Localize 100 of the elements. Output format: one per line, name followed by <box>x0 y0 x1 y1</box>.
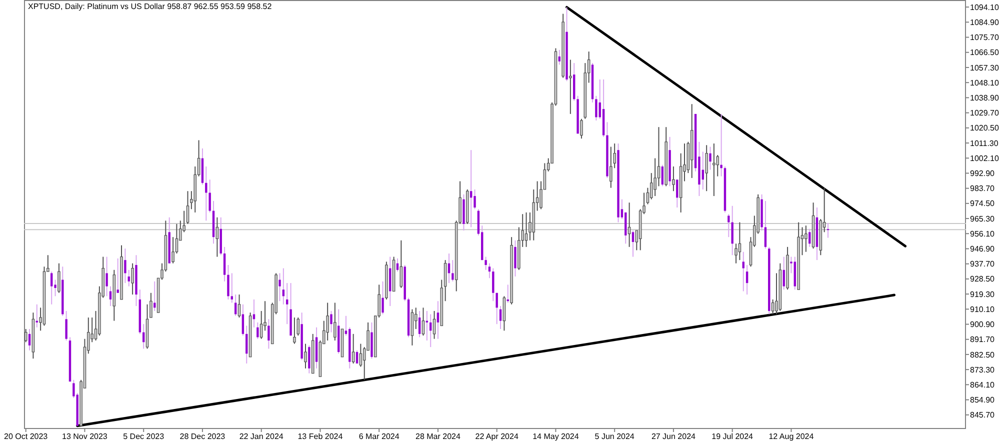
candlestick <box>326 302 329 342</box>
candlestick <box>268 318 270 350</box>
candlestick <box>50 271 53 305</box>
candlestick <box>657 126 660 187</box>
candlestick <box>632 230 634 258</box>
y-tick-label: 864.10 <box>970 380 996 390</box>
candlestick <box>282 268 285 305</box>
x-tick-label: 28 Mar 2024 <box>416 432 461 441</box>
candlestick <box>356 350 358 364</box>
candlestick <box>154 280 156 312</box>
y-tick-label: 1020.50 <box>970 124 1000 133</box>
candlestick <box>712 142 716 197</box>
x-tick-label: 6 Mar 2024 <box>358 432 400 441</box>
candlestick <box>334 302 336 342</box>
y-tick-label: 937.70 <box>970 260 996 269</box>
y-tick-label: 1011.30 <box>970 138 999 148</box>
candlestick <box>65 310 68 342</box>
x-tick-label: 5 Dec 2023 <box>123 432 165 441</box>
y-tick-label: 1075.70 <box>970 33 1000 42</box>
y-tick-label: 928.50 <box>970 274 996 284</box>
candlestick <box>444 260 447 302</box>
candlestick <box>720 113 722 177</box>
candlestick <box>492 268 494 302</box>
y-tick-label: 983.70 <box>970 184 996 194</box>
x-tick-label: 13 Feb 2024 <box>298 432 344 441</box>
candlestick <box>676 179 678 208</box>
candlestick <box>359 343 362 368</box>
candlestick <box>124 248 126 284</box>
y-tick-label: 882.50 <box>970 350 996 360</box>
candlestick <box>488 262 491 279</box>
candlestick <box>382 280 384 315</box>
candlestick <box>227 264 230 300</box>
candlestick <box>256 322 259 340</box>
candlestick <box>330 310 332 333</box>
candlestick <box>731 205 734 256</box>
candlestick <box>610 146 612 188</box>
candlestick <box>580 118 583 140</box>
y-tick-label: 1084.90 <box>970 18 1000 27</box>
candlestick <box>595 95 598 122</box>
candlestick <box>728 214 730 238</box>
y-tick-label: 891.70 <box>970 335 996 344</box>
y-tick-label: 854.90 <box>970 396 996 405</box>
candlestick <box>128 269 130 287</box>
y-tick-label: 919.30 <box>970 290 996 299</box>
y-tick-label: 1057.30 <box>970 63 1000 72</box>
y-tick-label: 1094.10 <box>970 2 1000 12</box>
candlestick <box>484 256 487 270</box>
candlestick <box>238 294 241 318</box>
y-tick-label: 1029.70 <box>970 108 1000 118</box>
candlestick <box>106 256 108 297</box>
candlestick <box>709 146 712 170</box>
candlestick <box>436 300 440 340</box>
y-tick-label: 1038.90 <box>970 93 1000 102</box>
candlestick <box>208 179 211 213</box>
candlestick <box>569 59 572 114</box>
y-tick-label: 992.90 <box>970 169 996 178</box>
candlestick <box>496 292 498 325</box>
x-tick-label: 13 Nov 2023 <box>62 432 108 441</box>
candlestick <box>389 256 392 307</box>
candlestick <box>705 144 708 192</box>
candlestick <box>499 306 502 330</box>
candlestick <box>672 166 675 192</box>
candlestick <box>293 317 296 344</box>
candlestick <box>246 325 248 364</box>
candlestick <box>131 262 134 296</box>
y-tick-label: 974.50 <box>970 199 996 208</box>
candlestick <box>308 344 310 374</box>
x-tick-label: 22 Apr 2024 <box>475 432 519 441</box>
candlestick <box>352 333 355 364</box>
candlestick <box>304 343 307 369</box>
chart-title: XPTUSD, Daily: Platinum vs US Dollar 958.87 962.55 953.59 958.52 <box>28 2 272 11</box>
candlestick <box>400 240 403 288</box>
x-tick-label: 22 Jan 2024 <box>239 432 284 441</box>
candlestick <box>58 262 60 294</box>
candlestick <box>116 258 119 294</box>
y-tick-label: 956.10 <box>970 229 996 238</box>
y-tick-label: 873.30 <box>970 365 996 374</box>
candlestick <box>223 246 226 282</box>
candlestick <box>764 200 767 250</box>
candlestick <box>808 228 811 248</box>
candlestick <box>452 260 454 282</box>
x-tick-label: 12 Aug 2024 <box>768 432 814 441</box>
y-tick-label: 1002.10 <box>970 154 1000 163</box>
candlestick <box>558 49 560 66</box>
candlestick <box>24 328 28 343</box>
candlestick <box>742 251 744 292</box>
candlestick <box>418 310 421 338</box>
candlestick <box>28 328 31 351</box>
candlestick <box>470 150 472 228</box>
x-tick-label: 20 Oct 2023 <box>4 432 48 441</box>
y-tick-label: 946.90 <box>970 244 996 254</box>
candlestick <box>432 310 436 340</box>
x-tick-label: 28 Dec 2023 <box>180 432 226 441</box>
candlestick <box>514 240 516 277</box>
x-tick-label: 14 May 2024 <box>532 432 580 441</box>
candlestick <box>624 212 627 244</box>
candlestick <box>286 282 288 325</box>
candlestick <box>782 256 785 290</box>
x-tick-label: 27 Jun 2024 <box>651 432 696 441</box>
y-tick-label: 910.10 <box>970 304 996 314</box>
